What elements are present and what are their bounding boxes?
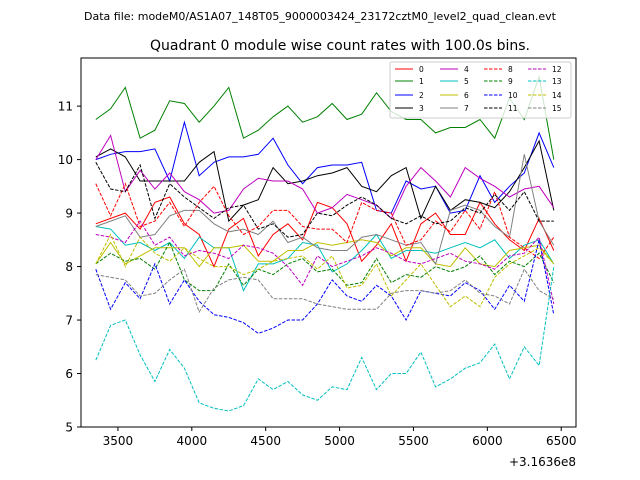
x-tick-label: 5500 [398,434,429,448]
legend-label-11: 11 [508,104,518,113]
y-tick-label: 10 [58,153,73,167]
chart-title: Quadrant 0 module wise count rates with … [150,38,530,54]
legend-label-2: 2 [419,91,424,100]
series-line-8 [95,182,555,260]
series-line-9 [95,241,555,292]
series-line-6 [95,239,555,268]
legend-label-0: 0 [419,65,424,74]
x-tick-label: 4000 [177,434,208,448]
y-tick-label: 6 [65,367,73,381]
legend-label-1: 1 [419,77,424,86]
series-line-14 [95,233,555,308]
y-tick-label: 5 [65,421,73,435]
series-line-11 [95,162,554,238]
series-line-12 [95,220,555,305]
series-line-3 [95,139,555,223]
legend-label-5: 5 [464,77,469,86]
legend-label-3: 3 [419,104,424,113]
x-offset-label: +3.1636e8 [509,455,576,469]
x-tick-label: 4500 [250,434,281,448]
legend-label-7: 7 [464,104,469,113]
x-tick-label: 5000 [324,434,355,448]
legend-label-14: 14 [552,91,562,100]
series-line-0 [95,196,555,268]
legend-label-8: 8 [508,65,513,74]
series-line-13 [95,266,555,412]
y-axis-ticks: 5 6 7 8 9 10 11 [58,100,81,435]
legend-label-12: 12 [552,65,562,74]
series-line-2 [95,120,555,214]
legend-label-6: 6 [464,91,469,100]
y-tick-label: 9 [65,207,73,221]
series-line-5 [95,226,555,292]
y-tick-label: 7 [65,314,73,328]
series-line-10 [95,239,555,334]
legend-label-10: 10 [508,91,518,100]
x-tick-label: 6500 [546,434,577,448]
series-line-4 [95,134,555,220]
legend-label-4: 4 [464,65,469,74]
plot-background [81,58,576,427]
legend-label-15: 15 [552,104,562,113]
legend-label-13: 13 [552,77,562,86]
x-tick-label: 6000 [472,434,503,448]
y-tick-label: 8 [65,260,73,274]
legend-label-9: 9 [508,77,513,86]
series-line-15 [95,268,555,314]
x-axis-ticks: 3500 4000 4500 5000 5500 6000 6500 [103,427,577,448]
series-line-7 [95,154,555,266]
series-line-1 [95,74,555,160]
x-tick-label: 3500 [103,434,134,448]
plot-frame [80,57,577,428]
y-tick-label: 11 [58,100,73,114]
legend-box [389,61,572,119]
chart-suptitle: Data file: modeM0/AS1A07_148T05_90000034… [84,10,557,23]
series-layer [95,74,555,412]
